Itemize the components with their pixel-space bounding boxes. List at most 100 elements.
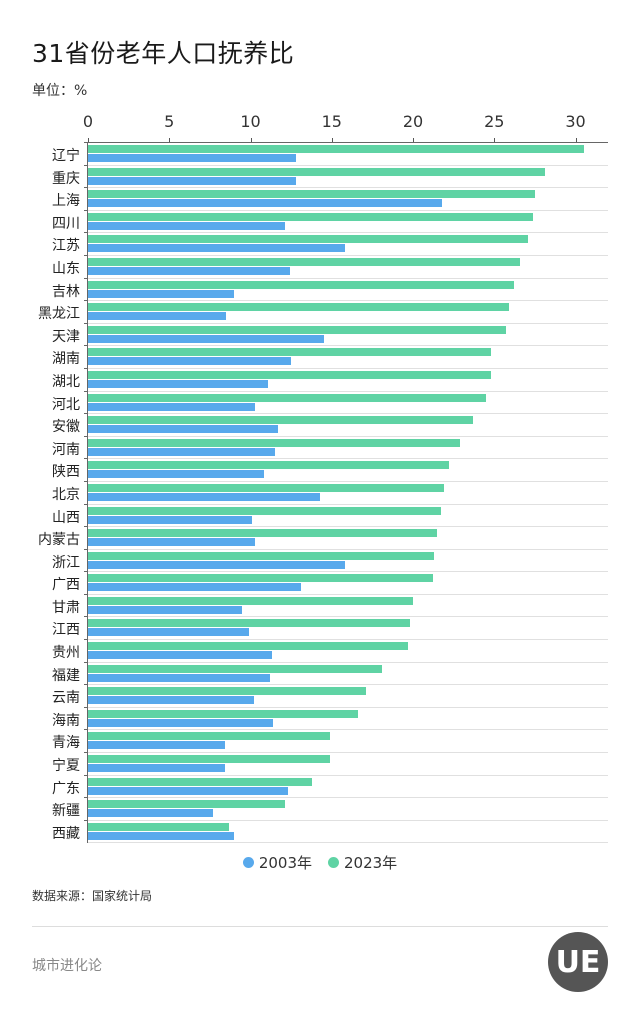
bar-row: 江苏 [52, 232, 608, 256]
y-tick-mark [84, 232, 88, 234]
province-label: 辽宁 [52, 148, 80, 164]
legend-item: 2003年 [242, 852, 312, 873]
bar-2003 [88, 764, 225, 773]
y-tick-mark [84, 435, 88, 437]
province-label: 宁夏 [52, 758, 80, 775]
x-tick-label: 15 [321, 112, 342, 131]
bar-2003 [88, 718, 274, 727]
bar-2023 [88, 642, 409, 651]
province-label: 北京 [52, 486, 80, 503]
bar-row: 安徽 [52, 413, 608, 437]
y-tick-mark [84, 548, 88, 550]
bar-2003 [88, 786, 288, 795]
y-tick-mark [84, 209, 88, 211]
y-tick-mark [84, 571, 88, 573]
bar-row: 内蒙古 [38, 526, 608, 550]
bar-row: 西藏 [52, 819, 608, 844]
bar-2023 [88, 687, 366, 696]
province-label: 福建 [52, 667, 80, 684]
bar-2023 [88, 732, 331, 741]
bar-2023 [88, 325, 506, 334]
bar-2003 [88, 379, 269, 388]
bar-2023 [88, 190, 535, 199]
bar-2003 [88, 425, 279, 434]
bar-2003 [88, 651, 272, 660]
bar-2003 [88, 605, 243, 614]
bar-2023 [88, 506, 441, 515]
bar-2023 [88, 416, 474, 425]
chart-title: 31省份老年人口抚养比 [32, 39, 295, 68]
bar-row: 吉林 [52, 277, 608, 302]
bar-2023 [88, 483, 444, 492]
y-tick-mark [84, 277, 88, 279]
x-tick-label: 25 [484, 112, 505, 131]
x-tick-mark [169, 138, 171, 143]
legend: 2003年 2023年 [0, 852, 640, 873]
bar-2003 [88, 560, 345, 569]
bar-2023 [88, 822, 230, 831]
y-tick-mark [84, 593, 88, 595]
y-tick-mark [84, 367, 88, 369]
y-tick-mark [84, 752, 88, 754]
province-label: 浙江 [52, 554, 80, 571]
x-tick-label: 10 [240, 112, 261, 131]
y-tick-mark [84, 797, 88, 799]
province-label: 西藏 [52, 825, 80, 842]
y-tick-mark [84, 458, 88, 460]
province-label: 上海 [52, 193, 80, 210]
bar-2023 [88, 257, 521, 266]
bar-row: 宁夏 [52, 752, 608, 776]
province-label: 甘肃 [52, 599, 80, 616]
bar-2003 [88, 492, 321, 501]
province-label: 陕西 [52, 464, 80, 481]
brand-logo-icon: UE [548, 932, 608, 992]
bar-2023 [88, 370, 491, 379]
province-label: 湖南 [52, 351, 80, 368]
y-tick-mark [84, 413, 88, 415]
bar-2023 [88, 145, 584, 153]
legend-label: 2023年 [344, 854, 398, 872]
y-tick-mark [84, 480, 88, 482]
y-tick-mark [84, 254, 88, 256]
bar-2003 [88, 357, 292, 366]
province-label: 湖北 [52, 373, 80, 390]
bar-2023 [88, 212, 534, 221]
bar-row: 上海 [52, 187, 608, 211]
bar-2023 [88, 574, 433, 583]
bar-row: 北京 [52, 480, 608, 505]
bar-row: 湖南 [52, 345, 608, 369]
bar-2003 [88, 696, 254, 705]
x-tick-mark [575, 138, 577, 143]
bar-row: 浙江 [52, 548, 608, 573]
x-tick-mark [331, 138, 333, 143]
bar-row: 广东 [52, 774, 608, 799]
y-tick-mark [84, 322, 88, 324]
y-tick-mark [84, 503, 88, 505]
legend-label: 2003年 [258, 854, 312, 872]
footer-divider [32, 926, 608, 927]
y-tick-mark [84, 706, 88, 708]
bar-2003 [88, 199, 443, 208]
province-label: 山东 [52, 260, 80, 277]
bar-2003 [88, 538, 256, 547]
bar-2003 [88, 515, 253, 524]
province-label: 贵州 [52, 645, 80, 662]
bar-row: 贵州 [52, 639, 608, 663]
province-label: 天津 [52, 328, 80, 345]
y-tick-mark [84, 819, 88, 821]
bar-2003 [88, 628, 249, 637]
province-label: 新疆 [52, 803, 80, 820]
province-label: 河北 [52, 396, 80, 413]
bar-2003 [88, 809, 214, 818]
bar-row: 天津 [52, 322, 608, 347]
bar-2023 [88, 303, 509, 312]
bar-2023 [88, 800, 285, 809]
y-axis-line [87, 142, 88, 843]
y-tick-mark [84, 142, 88, 143]
bar-2023 [88, 235, 529, 244]
unit-label: 单位：% [32, 83, 88, 99]
bar-row: 湖北 [52, 367, 608, 392]
bar-rows: 辽宁 重庆 上海 四川 江苏 山东 吉林 黑龙江 天津 湖南 湖北 河北 安徽 河南 陕西 北京 山西 内蒙古 浙江… [0, 142, 640, 844]
bar-row: 广西 [52, 571, 608, 595]
bar-row: 四川 [52, 209, 608, 234]
